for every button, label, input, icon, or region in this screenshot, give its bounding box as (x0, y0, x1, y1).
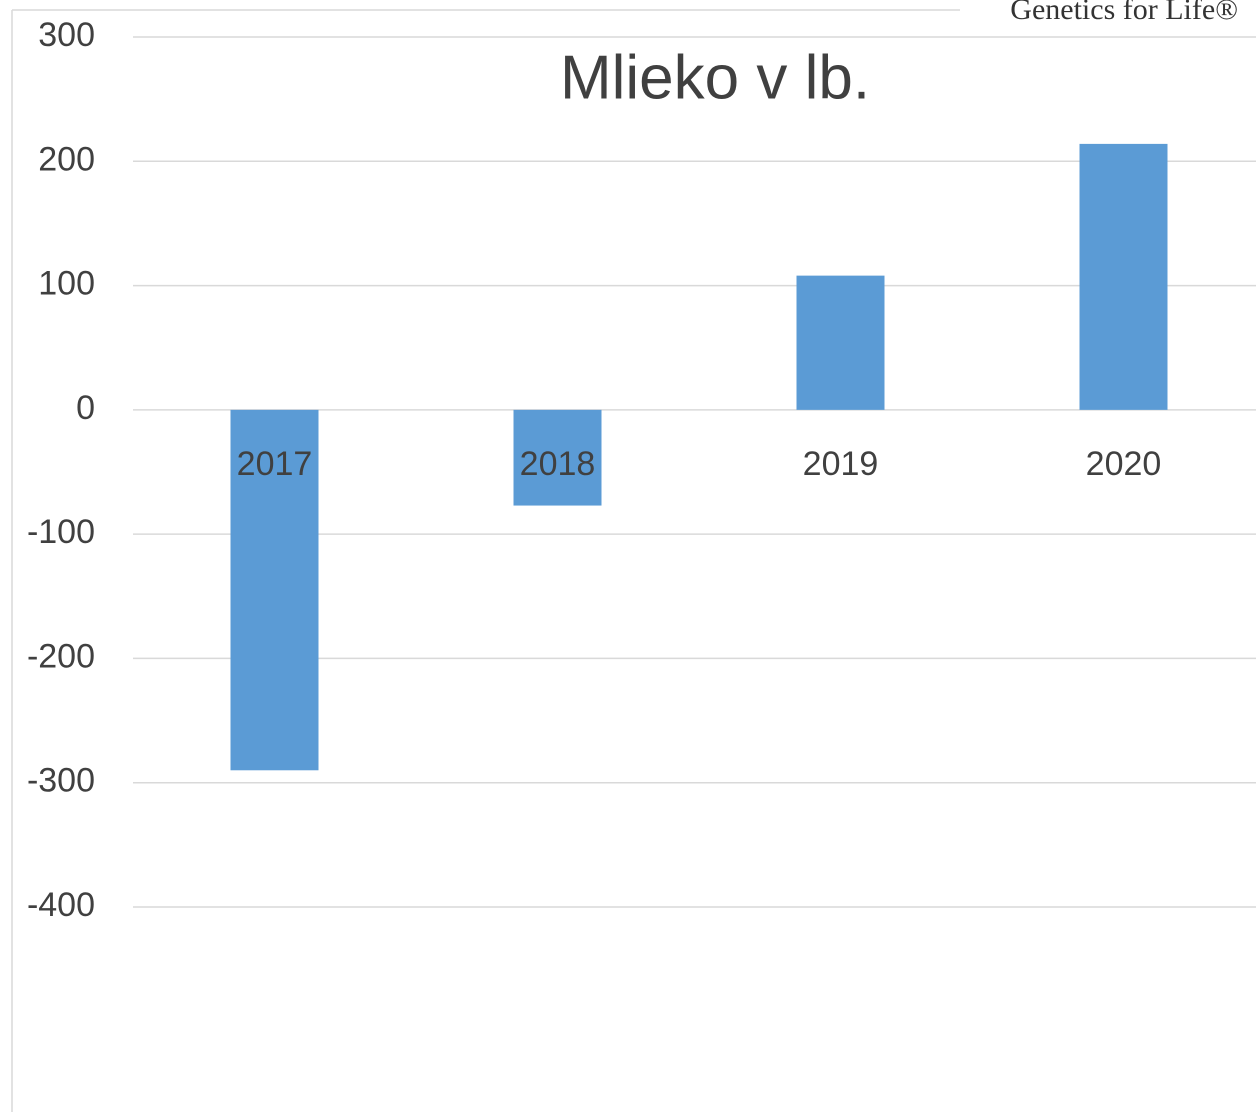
logo-text: Genetics for Life® (1010, 0, 1238, 26)
y-tick-label: -100 (27, 513, 95, 551)
chart-title: Mlieko v lb. (560, 43, 870, 112)
x-tick-label: 2018 (520, 445, 596, 483)
bar (230, 409, 319, 771)
y-tick-label: 200 (38, 140, 95, 178)
y-tick-label: -400 (27, 886, 95, 924)
bars (230, 143, 1168, 771)
bar (796, 275, 885, 410)
y-tick-label: 0 (76, 389, 95, 427)
y-tick-label: -200 (27, 637, 95, 675)
x-tick-label: 2019 (803, 445, 879, 483)
grid (133, 36, 1256, 908)
x-tick-label: 2017 (237, 445, 313, 483)
labels: -400 -300 -200 -100 0 100 200 300 2017 2018 2019 20… (27, 16, 1161, 924)
y-tick-label: 300 (38, 16, 95, 54)
bar (513, 409, 602, 506)
y-tick-label: -300 (27, 762, 95, 800)
y-tick-label: 100 (38, 265, 95, 303)
bar (1079, 143, 1168, 410)
x-tick-label: 2020 (1086, 445, 1162, 483)
